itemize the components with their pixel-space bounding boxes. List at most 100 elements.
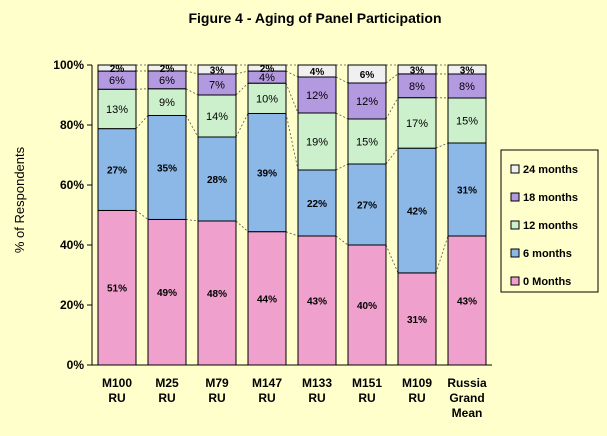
series-connector-line (285, 231, 299, 237)
series-connector-line (335, 76, 349, 84)
data-label: 39% (257, 169, 277, 180)
data-label: 10% (256, 93, 278, 105)
bar-segment (447, 73, 487, 99)
series-connector-line (385, 73, 399, 84)
series-connector-line (235, 82, 249, 96)
data-label: 27% (107, 166, 127, 177)
series-connector-line (235, 70, 249, 75)
bar-segment (247, 231, 287, 366)
bar-segment (247, 82, 287, 114)
bar-segment (297, 169, 337, 237)
series-connector-line (285, 113, 299, 171)
series-connector-line (235, 113, 249, 138)
data-label: 6% (360, 70, 375, 81)
bar-segment (197, 64, 237, 75)
data-label: 22% (307, 199, 327, 210)
data-label: 8% (409, 81, 425, 93)
data-label: 49% (157, 288, 177, 299)
data-label: 4% (259, 72, 275, 84)
y-tick-label: 40% (60, 238, 84, 252)
legend-swatch (510, 164, 520, 174)
series-connector-line (185, 219, 199, 222)
data-label: 28% (207, 175, 227, 186)
bar-segment (197, 94, 237, 138)
bar-segment (397, 272, 437, 366)
data-label: 4% (310, 67, 325, 78)
x-category-label: M25 RU (155, 376, 179, 405)
data-label: 6% (109, 75, 125, 87)
x-category-label: Russia Grand Mean (447, 376, 487, 420)
legend: 24 months 18 months 12 months 6 months 0 Mon… (500, 149, 599, 293)
series-connector-line (435, 142, 449, 149)
legend-swatch (510, 220, 520, 230)
series-connector-line (185, 115, 199, 138)
bar-segment (347, 244, 387, 366)
bar-segment (97, 88, 137, 130)
data-label: 43% (307, 297, 327, 308)
data-label: 15% (456, 116, 478, 128)
series-connector-line (185, 88, 199, 96)
series-connector-line (135, 115, 149, 129)
x-category-label: M133 RU (302, 376, 332, 405)
data-label: 51% (107, 284, 127, 295)
bar-segment (197, 220, 237, 366)
bar-segment (397, 147, 437, 274)
bar-segment (247, 112, 287, 233)
series-connector-line (335, 163, 349, 171)
bar-segment (347, 163, 387, 246)
data-label: 40% (357, 301, 377, 312)
data-label: 14% (206, 111, 228, 123)
legend-entry-label: 18 months (523, 192, 578, 204)
data-label: 3% (410, 65, 425, 76)
data-label: 27% (357, 201, 377, 212)
data-label: 48% (207, 289, 227, 300)
series-connector-line (135, 210, 149, 220)
y-axis-label: % of Respondents (12, 146, 27, 253)
series-connector-line (285, 83, 299, 114)
legend-swatch (510, 248, 520, 258)
data-label: 17% (406, 118, 428, 130)
bar-segment (297, 64, 337, 78)
bar-segment (297, 235, 337, 366)
bar-segment (447, 64, 487, 75)
data-label: 12% (306, 90, 328, 102)
data-label: 42% (407, 207, 427, 218)
bar-segment (347, 118, 387, 165)
data-label: 2% (110, 64, 125, 75)
bar-segment (97, 128, 137, 211)
plot-area: 0%20%40%60%80%100%51%27%13%6%2%M100 RU49%… (53, 58, 492, 420)
chart-title: Figure 4 - Aging of Panel Participation (188, 10, 441, 26)
legend-swatch (510, 276, 520, 286)
bar-segment (447, 142, 487, 237)
y-tick-label: 60% (60, 178, 84, 192)
legend-entry-label: 12 months (523, 220, 578, 232)
series-connector-line (385, 97, 399, 120)
data-label: 15% (356, 137, 378, 149)
series-connector-line (385, 147, 399, 165)
bar-segment (97, 209, 137, 366)
x-category-label: M79 RU (205, 376, 229, 405)
x-category-label: M151 RU (352, 376, 382, 405)
series-connector-line (185, 70, 199, 75)
legend-entry-label: 0 Months (523, 276, 571, 288)
series-connector-line (435, 235, 449, 274)
data-label: 31% (407, 315, 427, 326)
bar-segment (347, 82, 387, 120)
y-tick-label: 80% (60, 118, 84, 132)
y-tick-label: 100% (53, 58, 84, 72)
bar-segment (247, 64, 287, 72)
data-label: 12% (356, 96, 378, 108)
x-category-label: M109 RU (402, 376, 432, 405)
series-connector-line (285, 70, 299, 78)
data-label: 6% (159, 75, 175, 87)
data-label: 44% (257, 294, 277, 305)
bar-segment (397, 64, 437, 75)
bar-segment (297, 76, 337, 114)
legend-entry-label: 6 months (523, 248, 572, 260)
data-label: 8% (459, 81, 475, 93)
y-tick-label: 0% (67, 358, 85, 372)
bar-segment (347, 64, 387, 84)
data-label: 35% (157, 163, 177, 174)
data-label: 2% (160, 64, 175, 75)
data-label: 19% (306, 137, 328, 149)
